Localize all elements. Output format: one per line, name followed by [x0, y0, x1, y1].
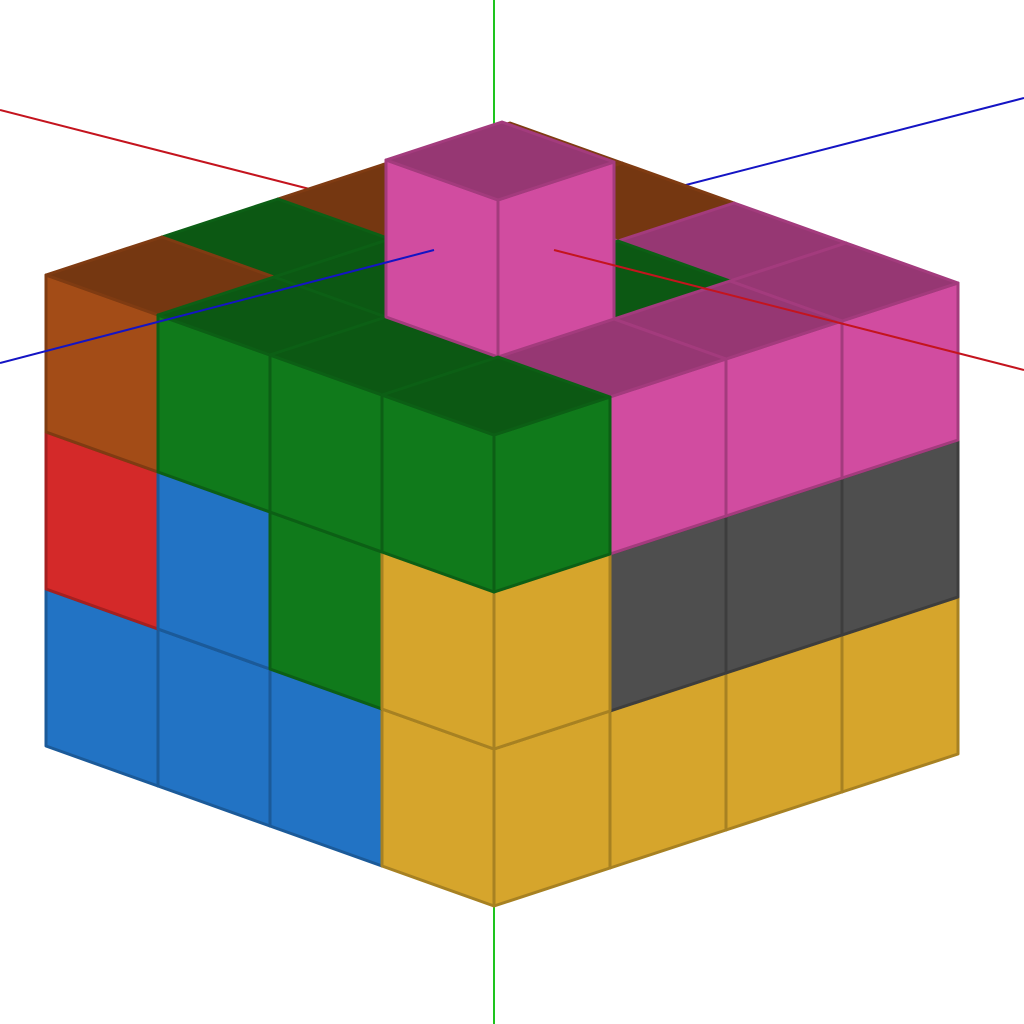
cube-stack: [44, 120, 960, 908]
x-axis-line-front: [553, 249, 1024, 371]
cube-face-top: [380, 355, 612, 437]
axes-front: [0, 249, 1024, 371]
voxel-cube-pink: [384, 120, 616, 359]
cube-face-top: [384, 120, 616, 202]
z-axis-line-front: [0, 249, 435, 364]
voxel-cube-green: [380, 355, 612, 594]
